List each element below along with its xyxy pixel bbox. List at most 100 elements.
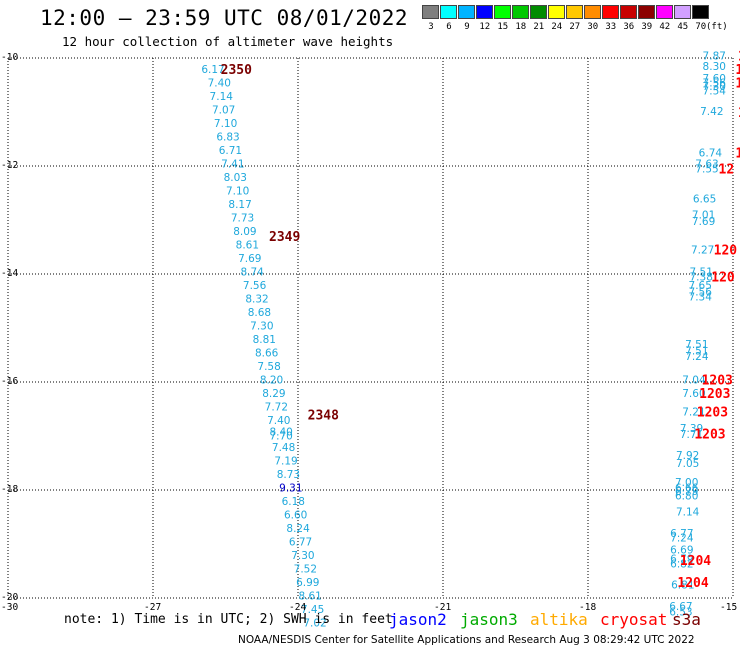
legend-label: 15 (497, 22, 509, 32)
wave-height-label: 7.87 (703, 50, 726, 62)
wave-height-label: 7.30 (703, 81, 726, 93)
lat-tick-label: -20 (1, 592, 19, 603)
lon-tick-label: -15 (720, 602, 738, 613)
wave-height-label: 7.40 (208, 77, 231, 89)
wave-height-label: 7.10 (226, 185, 249, 197)
credit-line: NOAA/NESDIS Center for Satellite Applica… (238, 634, 695, 646)
wave-height-label: 7.60 (703, 73, 726, 85)
wave-height-label: 7.73 (231, 212, 254, 224)
wave-height-label: 7.42 (700, 106, 723, 118)
pass-time-label: 1 (735, 76, 740, 91)
map-title: 12:00 – 23:59 UTC 08/01/2022 (40, 6, 409, 30)
satellite-cryosat-label: cryosat (600, 610, 668, 629)
wave-height-label: 8.32 (245, 293, 268, 305)
pass-time-label: 120 (711, 271, 735, 286)
pass-time-label: 12 (735, 147, 740, 162)
wave-height-label: 6.66 (675, 482, 699, 494)
wave-height-label: 8.29 (262, 388, 285, 400)
wave-height-label: 7.69 (238, 253, 261, 265)
lon-tick-label: -30 (1, 602, 19, 613)
legend-swatch (602, 5, 619, 19)
lat-tick-label: -18 (1, 484, 19, 495)
wave-height-label: 7.24 (685, 351, 709, 363)
map-subtitle: 12 hour collection of altimeter wave hei… (62, 34, 394, 49)
wave-height-label: 7.72 (265, 401, 288, 413)
legend-label: 12 (479, 22, 491, 32)
wave-height-label: 8.61 (298, 590, 321, 602)
pass-time-label: 1 (738, 49, 740, 64)
lat-tick-label: -10 (1, 52, 19, 63)
pass-time-label: 1203 (694, 427, 725, 442)
legend-unit: (ft) (706, 22, 728, 32)
satellite-altika-label: altika (530, 610, 588, 629)
wave-height-label: 7.27 (691, 245, 714, 257)
pass-time-label: 2348 (308, 408, 339, 423)
wave-height-label: 6.77 (670, 528, 693, 540)
wave-height-label: 7.69 (692, 216, 715, 228)
lon-tick-label: -21 (434, 602, 452, 613)
wave-height-label: 8.81 (253, 334, 276, 346)
wave-height-label: 7.55 (695, 164, 718, 176)
wave-height-label: 7.39 (680, 423, 703, 435)
pass-time-label: 2350 (221, 63, 252, 78)
wave-height-label: 8.20 (260, 374, 283, 386)
wave-height-label: 7.05 (676, 458, 699, 470)
legend-label: 9 (464, 22, 470, 32)
lat-tick-label: -16 (1, 376, 19, 387)
wave-height-label: 7.24 (670, 533, 694, 545)
wave-height-label: 7.63 (695, 158, 718, 170)
wave-height-label: 6.80 (675, 490, 698, 502)
wave-height-label: 7.07 (212, 104, 235, 116)
wave-height-label: 7.19 (274, 455, 297, 467)
legend-swatch (422, 5, 439, 19)
wave-height-label: 7.14 (210, 91, 234, 103)
legend-label: 18 (515, 22, 527, 32)
pass-time-label: 1203 (697, 406, 728, 421)
legend-label: 36 (623, 22, 635, 32)
wave-height-label: 6.69 (670, 544, 693, 556)
pass-time-label: 12 (719, 163, 735, 178)
wave-height-label: 6.65 (693, 193, 716, 205)
wave-height-label: 7.92 (676, 450, 699, 462)
wave-height-label: 7.51 (685, 339, 708, 351)
legend-swatch (566, 5, 583, 19)
wave-height-label: 7.58 (257, 361, 280, 373)
wave-height-label: 7.21 (682, 407, 705, 419)
satellite-jason3-label: jason3 (460, 610, 518, 629)
legend-label: 6 (446, 22, 452, 32)
lat-tick-label: -12 (1, 160, 19, 171)
pass-time-label: 2349 (269, 230, 300, 245)
legend-swatch (476, 5, 493, 19)
lat-tick-label: -14 (1, 268, 19, 279)
legend-swatch (674, 5, 691, 19)
wave-height-label: 7.56 (703, 77, 727, 89)
wave-height-label: 8.68 (248, 307, 271, 319)
wave-height-label: 7.30 (291, 550, 314, 562)
pass-time-label: 1203 (699, 387, 730, 402)
wave-height-label: 7.51 (685, 346, 708, 358)
wave-height-label: 6.74 (699, 148, 723, 160)
legend-label: 3 (428, 22, 434, 32)
legend-label: 24 (551, 22, 563, 32)
legend-swatch (440, 5, 457, 19)
legend-swatch (512, 5, 529, 19)
wave-height-label: 8.17 (228, 199, 251, 211)
pass-time-label: 120 (714, 244, 738, 259)
wave-height-label: 8.03 (224, 172, 247, 184)
legend-label: 42 (659, 22, 671, 32)
lon-tick-label: -18 (579, 602, 597, 613)
wave-height-label: 7.45 (301, 604, 324, 616)
legend-swatch (638, 5, 655, 19)
wave-height-label: 7.54 (703, 85, 727, 97)
pass-time-label: 1 (738, 106, 740, 121)
wave-height-label: 7.10 (214, 118, 237, 130)
wave-height-label: 8.09 (233, 226, 256, 238)
wave-height-label: 6.79 (670, 554, 693, 566)
satellite-s3a-label: s3a (672, 610, 701, 629)
wave-height-label: 7.51 (690, 266, 713, 278)
wave-height-label: 6.17 (201, 64, 224, 76)
wave-height-label: 6.53 (669, 607, 692, 619)
wave-height-label: 7.01 (692, 210, 715, 222)
pass-time-label: 1204 (677, 576, 708, 591)
